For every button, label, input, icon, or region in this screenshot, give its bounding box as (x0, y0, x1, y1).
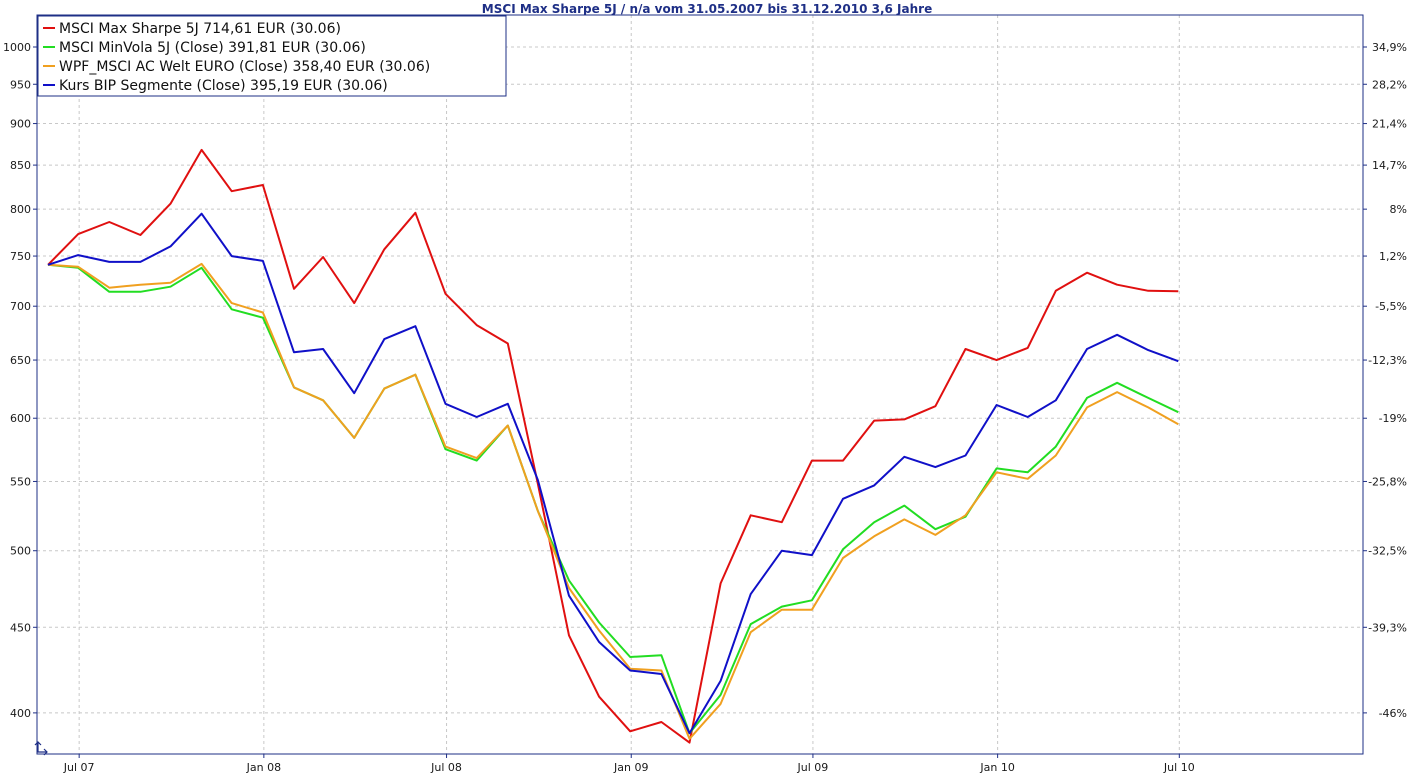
y-tick-label-right: 8% (1390, 203, 1407, 216)
x-tick-label: Jan 08 (246, 761, 281, 774)
x-tick-label: Jul 07 (63, 761, 95, 774)
crosshair-cursor-icon (34, 741, 48, 756)
series-line-3 (47, 262, 1179, 740)
y-tick-label-right: 14,7% (1372, 159, 1407, 172)
x-tick-label: Jan 10 (979, 761, 1014, 774)
y-tick-label-left: 1000 (3, 41, 31, 54)
y-tick-label-left: 950 (10, 78, 31, 91)
chart-title: MSCI Max Sharpe 5J / n/a vom 31.05.2007 … (482, 2, 932, 16)
y-tick-label-left: 800 (10, 203, 31, 216)
legend-entry: Kurs BIP Segmente (Close) 395,19 EUR (30… (59, 78, 388, 94)
y-tick-label-left: 750 (10, 250, 31, 263)
y-tick-label-left: 900 (10, 118, 31, 131)
legend-entry: WPF_MSCI AC Welt EURO (Close) 358,40 EUR… (59, 59, 430, 75)
y-tick-label-right: -19% (1379, 412, 1407, 425)
y-tick-label-right: -32,5% (1368, 545, 1407, 558)
y-tick-label-left: 400 (10, 707, 31, 720)
y-tick-label-right: -46% (1379, 707, 1407, 720)
y-tick-label-left: 650 (10, 354, 31, 367)
legend-entry: MSCI Max Sharpe 5J 714,61 EUR (30.06) (59, 21, 341, 37)
y-tick-label-right: 28,2% (1372, 78, 1407, 91)
y-tick-label-right: -5,5% (1375, 300, 1407, 313)
y-tick-label-right: -39,3% (1368, 621, 1407, 634)
y-tick-label-right: 21,4% (1372, 118, 1407, 131)
y-tick-label-left: 450 (10, 621, 31, 634)
series-line-4 (47, 212, 1179, 735)
plot-frame (36, 14, 1364, 755)
series-group (47, 148, 1179, 744)
y-tick-label-right: -25,8% (1368, 475, 1407, 488)
series-line-1 (47, 148, 1179, 744)
y-tick-label-left: 700 (10, 300, 31, 313)
y-tick-label-right: -12,3% (1368, 354, 1407, 367)
y-tick-label-left: 850 (10, 159, 31, 172)
legend-box (37, 15, 507, 97)
y-tick-label-right: 1,2% (1379, 250, 1407, 263)
x-tick-label: Jul 09 (797, 761, 829, 774)
series-line-2 (47, 263, 1179, 735)
x-tick-label: Jan 09 (613, 761, 648, 774)
x-tick-label: Jul 10 (1163, 761, 1195, 774)
legend-entry: MSCI MinVola 5J (Close) 391,81 EUR (30.0… (59, 40, 366, 56)
axis-ticks: 400 -46% 450 -39,3% 500 -32,5% 550 -25,8% 600 -19… (3, 41, 1407, 774)
y-tick-label-left: 600 (10, 412, 31, 425)
grid (37, 15, 1363, 754)
y-tick-label-left: 500 (10, 545, 31, 558)
legend: MSCI Max Sharpe 5J 714,61 EUR (30.06) MSC… (37, 15, 507, 97)
x-tick-label: Jul 08 (430, 761, 462, 774)
y-tick-label-right: 34,9% (1372, 41, 1407, 54)
y-tick-label-left: 550 (10, 475, 31, 488)
